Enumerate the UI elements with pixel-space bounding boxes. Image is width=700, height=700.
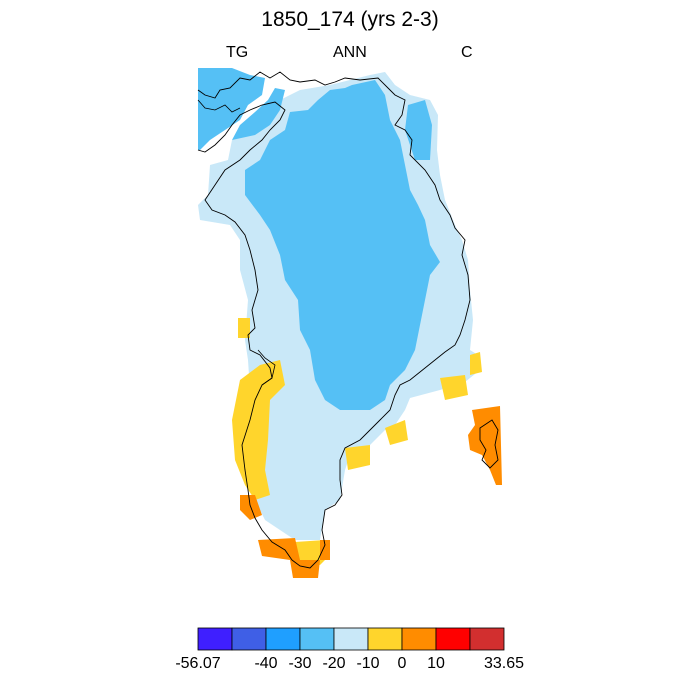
units-label: C	[461, 44, 473, 61]
region-0-to-10-east	[440, 375, 468, 400]
coastline-nw	[197, 99, 241, 113]
region-nw-blue	[198, 68, 265, 150]
region-0-to-10-west	[232, 360, 285, 500]
season-label: ANN	[333, 44, 367, 61]
colorbar-tick-label: -30	[288, 655, 312, 672]
region-0-to-10-se2	[345, 445, 370, 470]
region-minus20-to-minus10	[245, 80, 440, 410]
colorbar-swatch	[333, 627, 369, 651]
coastline-west-inlet	[257, 349, 276, 386]
colorbar-tick-label: 33.65	[483, 655, 525, 672]
region-10-to-20-s	[258, 538, 320, 578]
region-0-to-10-west-small	[238, 318, 250, 338]
colorbar-tick-label: -10	[356, 655, 380, 672]
colorbar-swatch	[367, 627, 403, 651]
colorbar-swatch	[265, 627, 301, 651]
colorbar	[197, 627, 505, 651]
colorbar-tick-label: 0	[397, 655, 407, 672]
map-title: 1850_174 (yrs 2-3)	[261, 8, 439, 31]
region-10-to-20-s2	[320, 540, 330, 560]
colorbar-tick-label: 10	[427, 655, 445, 672]
colorbar-tick-label: -20	[322, 655, 346, 672]
region-nw-blue-2	[232, 88, 285, 140]
colorbar-swatch	[435, 627, 471, 651]
coastline-island	[479, 419, 499, 469]
colorbar-swatch	[197, 627, 233, 651]
colorbar-swatch	[231, 627, 267, 651]
region-0-to-10-se	[385, 420, 408, 445]
colorbar-swatch	[469, 627, 505, 651]
region-0-to-10-east2	[470, 352, 482, 375]
coastline	[197, 71, 471, 569]
colorbar-swatch	[299, 627, 335, 651]
region-10-to-20-island	[468, 406, 502, 485]
variable-label: TG	[226, 44, 249, 61]
colorbar-tick-label: -56.07	[175, 655, 221, 672]
colorbar-swatch	[401, 627, 437, 651]
colorbar-tick-label: -40	[254, 655, 278, 672]
